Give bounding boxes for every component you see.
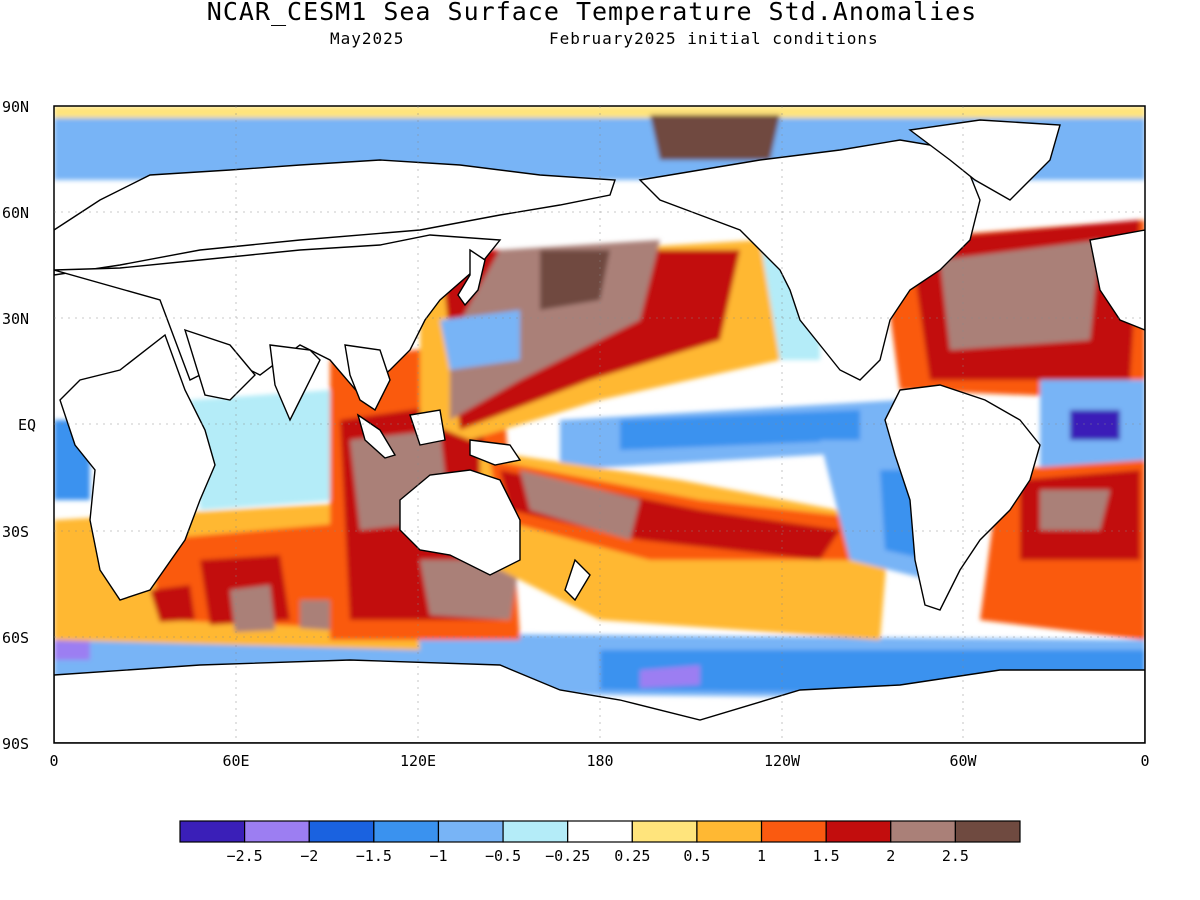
colorbar-swatch bbox=[696, 820, 763, 843]
arabian-peninsula bbox=[183, 328, 256, 401]
new-guinea bbox=[469, 439, 522, 466]
colorbar-swatch bbox=[954, 820, 1021, 843]
initial-conditions: February2025 initial conditions bbox=[549, 29, 879, 48]
lon-label: 60E bbox=[222, 752, 249, 770]
forecast-month: May2025 bbox=[330, 29, 405, 48]
arctic-warm-margin bbox=[54, 106, 1145, 118]
equatorial-pacific-cool-core bbox=[620, 410, 860, 450]
greenland bbox=[908, 119, 1061, 201]
new-zealand bbox=[564, 558, 591, 602]
borneo bbox=[409, 409, 446, 446]
colorbar-tick-label: 1.5 bbox=[813, 847, 840, 865]
colorbar-swatch bbox=[179, 820, 246, 843]
africa bbox=[59, 333, 216, 601]
tropical-atlantic-strong-cool bbox=[1070, 410, 1120, 440]
colorbar-swatch bbox=[567, 820, 633, 843]
lat-label: 60N bbox=[2, 204, 29, 222]
africa-eurasia-landmass bbox=[54, 159, 616, 276]
south-america bbox=[884, 384, 1041, 611]
north-pacific-dark-core bbox=[540, 250, 610, 310]
antarctica bbox=[54, 659, 1145, 743]
north-atlantic-brown bbox=[940, 240, 1100, 350]
north-pacific-brown-core bbox=[450, 240, 660, 420]
land-masses bbox=[54, 119, 1145, 743]
lat-label: 30N bbox=[2, 310, 29, 328]
colorbar-swatch bbox=[244, 820, 310, 843]
colorbar-tick-label: 2.5 bbox=[942, 847, 969, 865]
lon-label: 0 bbox=[1140, 752, 1149, 770]
lon-label: 120W bbox=[764, 752, 801, 770]
south-atlantic-brown bbox=[1040, 490, 1110, 530]
colorbar-tick-label: −2 bbox=[300, 847, 318, 865]
colorbar-swatch bbox=[760, 820, 827, 843]
lat-label: 90S bbox=[2, 735, 29, 753]
colorbar-tick-label: −1.5 bbox=[356, 847, 392, 865]
lon-label: 60W bbox=[949, 752, 977, 770]
longitude-axis: 0 60E 120E 180 120W 60W 0 bbox=[49, 752, 1149, 770]
arctic-brown-patch bbox=[650, 115, 780, 160]
colorbar: −2.5 −2 −1.5 −1 −0.5 −0.25 0.25 0.5 1 1.5 2 2.5 bbox=[179, 820, 1021, 865]
lon-label: 0 bbox=[49, 752, 58, 770]
colorbar-swatch bbox=[631, 820, 698, 843]
sumatra bbox=[356, 413, 397, 459]
colorbar-swatch bbox=[308, 820, 375, 843]
latitude-axis: 90N 60N 30N EQ 30S 60S 90S bbox=[2, 98, 36, 753]
lat-label: EQ bbox=[18, 416, 36, 434]
indian-subcontinent bbox=[269, 344, 321, 422]
south-indian-brown-patches bbox=[230, 585, 330, 632]
lon-label: 180 bbox=[586, 752, 613, 770]
colorbar-swatch bbox=[890, 820, 956, 843]
western-europe bbox=[1089, 229, 1145, 331]
colorbar-swatch bbox=[502, 820, 569, 843]
colorbar-tick-label: −1 bbox=[429, 847, 447, 865]
page-title: NCAR_CESM1 Sea Surface Temperature Std.A… bbox=[206, 0, 978, 26]
lat-label: 30S bbox=[2, 523, 29, 541]
indian-ocean-cool-interior bbox=[190, 390, 340, 510]
colorbar-swatch bbox=[373, 820, 440, 843]
colorbar-tick-label: 0.5 bbox=[683, 847, 710, 865]
maritime-continent-brown bbox=[350, 430, 520, 620]
colorbar-tick-label: 2 bbox=[886, 847, 895, 865]
south-pacific-brown-core bbox=[520, 470, 640, 540]
indochina bbox=[344, 344, 391, 412]
colorbar-swatch bbox=[437, 820, 504, 843]
nw-pacific-cool-patch bbox=[440, 310, 520, 370]
australia bbox=[399, 469, 521, 576]
gridlines bbox=[54, 106, 1145, 743]
colorbar-tick-label: 1 bbox=[757, 847, 766, 865]
north-america bbox=[638, 139, 981, 381]
colorbar-tick-label: −0.5 bbox=[485, 847, 521, 865]
lat-label: 60S bbox=[2, 629, 29, 647]
japan bbox=[457, 248, 486, 307]
lat-label: 90N bbox=[2, 98, 29, 116]
colorbar-tick-label: 0.25 bbox=[614, 847, 650, 865]
lon-label: 120E bbox=[400, 752, 436, 770]
colorbar-tick-label: −0.25 bbox=[545, 847, 590, 865]
colorbar-swatch bbox=[825, 820, 892, 843]
map-frame bbox=[53, 105, 1146, 744]
colorbar-tick-label: −2.5 bbox=[227, 847, 263, 865]
